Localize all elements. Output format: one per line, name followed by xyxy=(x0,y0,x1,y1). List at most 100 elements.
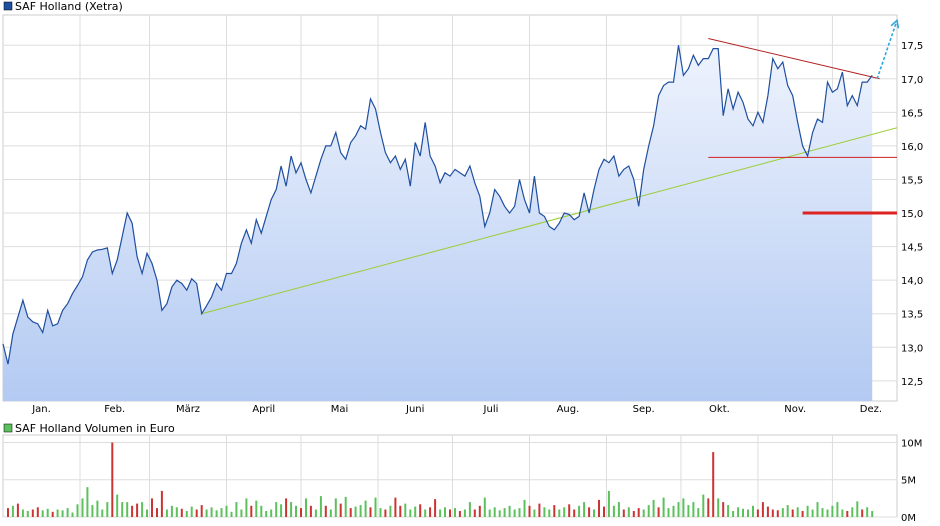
volume-bar xyxy=(702,494,705,517)
volume-bar xyxy=(781,508,784,517)
volume-bar xyxy=(51,511,54,517)
price-y-tick-label: 17,5 xyxy=(901,41,923,52)
volume-bar xyxy=(776,510,779,517)
volume-bar xyxy=(742,508,744,517)
volume-bar xyxy=(473,509,476,517)
volume-bar xyxy=(215,510,218,517)
volume-bar xyxy=(632,511,635,517)
volume-bar xyxy=(131,505,134,517)
price-y-tick-label: 12,5 xyxy=(901,377,923,388)
volume-bar xyxy=(498,510,501,517)
volume-bar xyxy=(528,505,531,517)
volume-bar xyxy=(379,508,382,517)
volume-bar xyxy=(314,509,317,517)
volume-bar xyxy=(185,511,188,517)
volume-bar xyxy=(369,507,372,517)
downtrend-line xyxy=(708,38,880,80)
volume-bar xyxy=(871,511,874,517)
volume-bar xyxy=(7,508,9,517)
volume-bar xyxy=(429,507,432,517)
month-label: Dez. xyxy=(860,404,882,415)
volume-y-axis: 0M 5M 10M xyxy=(901,438,922,524)
volume-bar xyxy=(707,498,710,517)
volume-bar xyxy=(305,498,307,517)
volume-bar xyxy=(151,498,153,517)
volume-bar xyxy=(573,509,576,517)
volume-bar xyxy=(250,505,253,517)
price-annotations xyxy=(201,18,900,315)
volume-bar xyxy=(444,507,446,517)
month-label: April xyxy=(252,404,275,415)
volume-bar xyxy=(483,497,486,517)
volume-bar xyxy=(563,507,566,517)
volume-bar xyxy=(36,507,39,517)
volume-bar xyxy=(612,505,615,517)
volume-bar xyxy=(518,508,521,517)
volume-y-tick-label: 0M xyxy=(901,513,916,524)
volume-bar xyxy=(260,505,263,517)
volume-bar xyxy=(180,508,183,517)
volume-bar xyxy=(558,509,561,517)
volume-bar xyxy=(136,503,139,517)
volume-bar xyxy=(399,505,402,517)
price-y-tick-label: 14,0 xyxy=(901,276,923,287)
volume-bar xyxy=(866,507,869,517)
volume-bar xyxy=(538,503,541,517)
volume-bar xyxy=(761,502,764,517)
volume-bar xyxy=(354,506,357,517)
month-label: Okt. xyxy=(709,404,730,415)
volume-bar xyxy=(141,502,144,517)
price-legend-swatch xyxy=(3,1,13,11)
volume-bar xyxy=(394,497,397,517)
month-label: Juni xyxy=(405,404,424,415)
volume-bar xyxy=(364,500,367,517)
volume-bar xyxy=(449,509,451,517)
volume-bar xyxy=(31,509,34,517)
volume-bar xyxy=(647,505,650,517)
volume-bar xyxy=(374,497,377,517)
volume-bar xyxy=(622,509,625,517)
volume-y-tick-label: 5M xyxy=(901,476,916,487)
volume-bar xyxy=(488,509,491,517)
volume-bar xyxy=(339,503,342,517)
month-label: März xyxy=(176,404,200,415)
volume-bar xyxy=(56,509,59,517)
volume-bar xyxy=(836,502,839,517)
volume-bar xyxy=(146,509,148,517)
volume-bar xyxy=(96,500,99,517)
price-y-axis: 12,5 13,0 13,5 14,0 14,5 15,0 15,5 16,0 16,5 17,0… xyxy=(901,41,923,388)
volume-bar xyxy=(617,502,620,517)
volume-bar xyxy=(175,507,178,517)
volume-bar xyxy=(588,507,591,517)
volume-bar xyxy=(111,442,114,517)
volume-bar xyxy=(598,499,600,517)
price-y-tick-label: 13,0 xyxy=(901,343,923,354)
volume-bar xyxy=(295,505,297,517)
volume-bar xyxy=(642,509,645,517)
volume-bar xyxy=(568,504,571,517)
volume-legend-swatch xyxy=(3,423,13,433)
volume-bar xyxy=(334,498,337,517)
volume-bar xyxy=(26,511,29,517)
volume-bar xyxy=(821,508,824,517)
volume-bar xyxy=(801,511,804,517)
volume-bar xyxy=(349,508,352,517)
volume-bar xyxy=(756,509,759,517)
volume-bar xyxy=(16,503,19,517)
uptrend-line xyxy=(201,127,898,315)
volume-bar xyxy=(329,509,332,517)
volume-bar xyxy=(235,502,238,517)
volume-bar xyxy=(230,511,233,517)
volume-bar xyxy=(126,502,129,517)
volume-bar xyxy=(255,500,258,517)
volume-bar xyxy=(603,506,605,517)
volume-bar xyxy=(156,508,158,517)
volume-bar xyxy=(170,505,173,517)
volume-bar xyxy=(816,502,819,517)
volume-bar xyxy=(434,499,437,517)
volume-bar xyxy=(101,509,104,517)
volume-bar xyxy=(677,502,680,517)
volume-bar xyxy=(662,497,665,517)
volume-bar xyxy=(76,504,79,517)
price-y-tick-label: 13,5 xyxy=(901,310,923,321)
